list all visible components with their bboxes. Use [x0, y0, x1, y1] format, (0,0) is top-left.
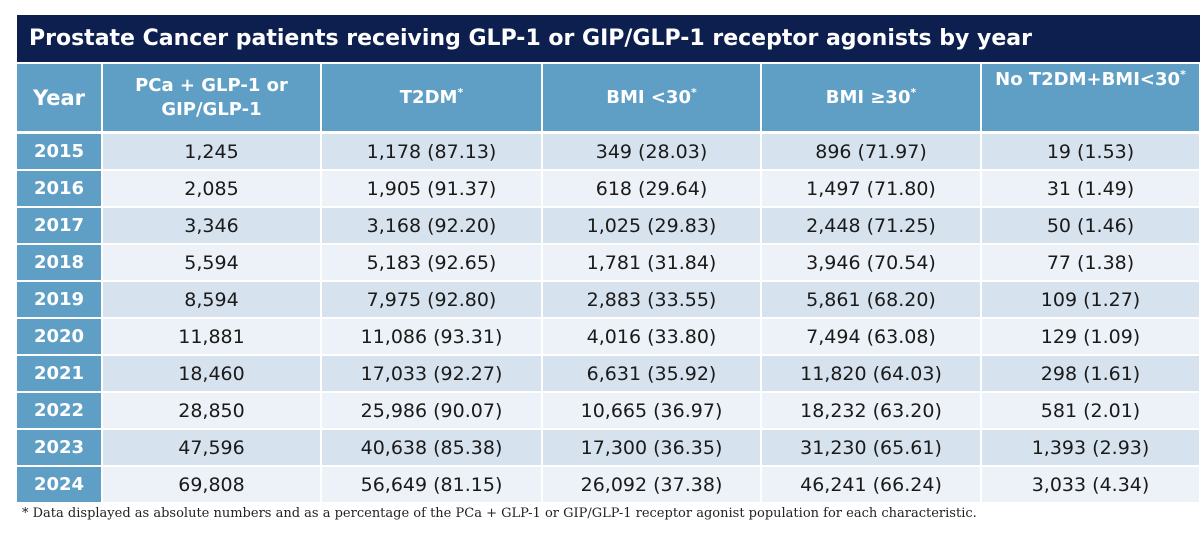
pca-cell: 8,594 [102, 281, 322, 319]
t2dm-cell: 11,086 (93.31) [321, 318, 543, 356]
bmi-ge30-cell: 896 (71.97) [761, 132, 982, 171]
no-t2dm-cell: 50 (1.46) [981, 207, 1200, 245]
table-row: 2021 18,460 17,033 (92.27) 6,631 (35.92)… [17, 355, 1200, 393]
year-cell: 2024 [17, 466, 103, 504]
table-row: 2024 69,808 56,649 (81.15) 26,092 (37.38… [17, 466, 1200, 504]
bmi-ge30-cell: 3,946 (70.54) [761, 244, 982, 282]
year-cell: 2017 [17, 207, 103, 245]
pca-cell: 69,808 [102, 466, 322, 504]
header-bmi-ge30-label: BMI ≥30 [825, 86, 911, 108]
table-row: 2020 11,881 11,086 (93.31) 4,016 (33.80)… [17, 318, 1200, 356]
header-row: Year PCa + GLP-1 or GIP/GLP-1 T2DM* BMI … [17, 64, 1200, 134]
table-row: 2019 8,594 7,975 (92.80) 2,883 (33.55) 5… [17, 281, 1200, 319]
header-pca-line2: GIP/GLP-1 [161, 98, 262, 120]
no-t2dm-cell: 129 (1.09) [981, 318, 1200, 356]
header-no-t2dm: No T2DM+BMI<30* [981, 64, 1200, 134]
year-cell: 2022 [17, 392, 103, 430]
pca-cell: 3,346 [102, 207, 322, 245]
no-t2dm-cell: 31 (1.49) [981, 170, 1200, 208]
no-t2dm-cell: 1,393 (2.93) [981, 429, 1200, 467]
header-no-t2dm-asterisk: * [1180, 68, 1186, 81]
bmi-ge30-cell: 7,494 (63.08) [761, 318, 982, 356]
year-cell: 2019 [17, 281, 103, 319]
year-cell: 2015 [17, 132, 103, 171]
t2dm-cell: 3,168 (92.20) [321, 207, 543, 245]
pca-cell: 28,850 [102, 392, 322, 430]
bmi-ge30-cell: 31,230 (65.61) [761, 429, 982, 467]
header-bmi-ge30: BMI ≥30* [761, 64, 982, 134]
header-bmi-ge30-asterisk: * [910, 85, 917, 99]
no-t2dm-cell: 77 (1.38) [981, 244, 1200, 282]
year-cell: 2023 [17, 429, 103, 467]
header-pca: PCa + GLP-1 or GIP/GLP-1 [102, 64, 322, 134]
no-t2dm-cell: 298 (1.61) [981, 355, 1200, 393]
table-row: 2022 28,850 25,986 (90.07) 10,665 (36.97… [17, 392, 1200, 430]
t2dm-cell: 5,183 (92.65) [321, 244, 543, 282]
header-pca-line1: PCa + GLP-1 or [135, 74, 288, 96]
header-year: Year [17, 64, 103, 134]
table-row: 2018 5,594 5,183 (92.65) 1,781 (31.84) 3… [17, 244, 1200, 282]
year-cell: 2021 [17, 355, 103, 393]
bmi-ge30-cell: 18,232 (63.20) [761, 392, 982, 430]
pca-cell: 11,881 [102, 318, 322, 356]
year-cell: 2020 [17, 318, 103, 356]
table-row: 2017 3,346 3,168 (92.20) 1,025 (29.83) 2… [17, 207, 1200, 245]
bmi-lt30-cell: 17,300 (36.35) [542, 429, 762, 467]
no-t2dm-cell: 581 (2.01) [981, 392, 1200, 430]
bmi-ge30-cell: 46,241 (66.24) [761, 466, 982, 504]
bmi-ge30-cell: 11,820 (64.03) [761, 355, 982, 393]
no-t2dm-cell: 109 (1.27) [981, 281, 1200, 319]
pca-cell: 47,596 [102, 429, 322, 467]
header-bmi-lt30-asterisk: * [690, 85, 697, 99]
t2dm-cell: 1,905 (91.37) [321, 170, 543, 208]
bmi-lt30-cell: 1,025 (29.83) [542, 207, 762, 245]
header-t2dm: T2DM* [321, 64, 543, 134]
pca-cell: 2,085 [102, 170, 322, 208]
pca-cell: 18,460 [102, 355, 322, 393]
pca-cell: 1,245 [102, 132, 322, 171]
header-bmi-lt30: BMI <30* [542, 64, 762, 134]
bmi-lt30-cell: 10,665 (36.97) [542, 392, 762, 430]
table-title: Prostate Cancer patients receiving GLP-1… [17, 15, 1200, 62]
bmi-lt30-cell: 618 (29.64) [542, 170, 762, 208]
t2dm-cell: 25,986 (90.07) [321, 392, 543, 430]
table-row: 2023 47,596 40,638 (85.38) 17,300 (36.35… [17, 429, 1200, 467]
bmi-lt30-cell: 6,631 (35.92) [542, 355, 762, 393]
header-bmi-lt30-label: BMI <30 [606, 86, 691, 108]
header-t2dm-asterisk: * [457, 85, 464, 99]
table-row: 2016 2,085 1,905 (91.37) 618 (29.64) 1,4… [17, 170, 1200, 208]
bmi-lt30-cell: 4,016 (33.80) [542, 318, 762, 356]
bmi-lt30-cell: 1,781 (31.84) [542, 244, 762, 282]
bmi-lt30-cell: 2,883 (33.55) [542, 281, 762, 319]
pca-cell: 5,594 [102, 244, 322, 282]
t2dm-cell: 17,033 (92.27) [321, 355, 543, 393]
year-cell: 2016 [17, 170, 103, 208]
bmi-ge30-cell: 5,861 (68.20) [761, 281, 982, 319]
header-t2dm-label: T2DM [399, 86, 458, 108]
table-row: 2015 1,245 1,178 (87.13) 349 (28.03) 896… [17, 132, 1200, 171]
year-cell: 2018 [17, 244, 103, 282]
footnote: * Data displayed as absolute numbers and… [22, 506, 977, 521]
no-t2dm-cell: 19 (1.53) [981, 132, 1200, 171]
bmi-ge30-cell: 2,448 (71.25) [761, 207, 982, 245]
t2dm-cell: 7,975 (92.80) [321, 281, 543, 319]
bmi-lt30-cell: 349 (28.03) [542, 132, 762, 171]
t2dm-cell: 40,638 (85.38) [321, 429, 543, 467]
t2dm-cell: 1,178 (87.13) [321, 132, 543, 171]
header-no-t2dm-label: No T2DM+BMI<30 [995, 69, 1181, 90]
t2dm-cell: 56,649 (81.15) [321, 466, 543, 504]
data-table: Year PCa + GLP-1 or GIP/GLP-1 T2DM* BMI … [17, 64, 1200, 504]
bmi-ge30-cell: 1,497 (71.80) [761, 170, 982, 208]
no-t2dm-cell: 3,033 (4.34) [981, 466, 1200, 504]
bmi-lt30-cell: 26,092 (37.38) [542, 466, 762, 504]
